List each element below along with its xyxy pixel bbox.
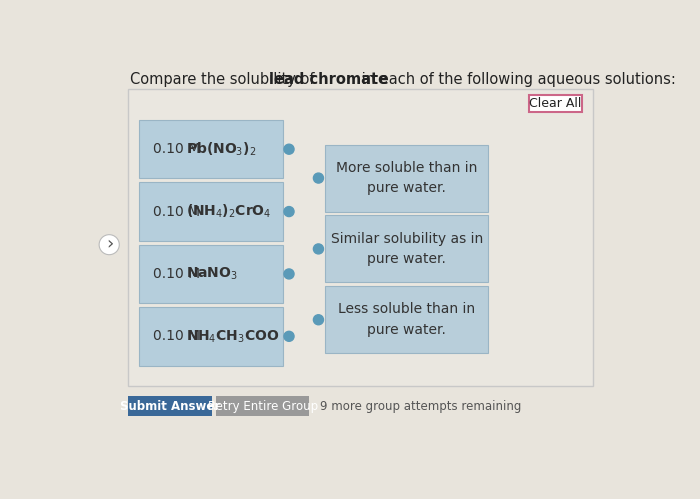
FancyBboxPatch shape <box>128 89 593 386</box>
Circle shape <box>314 173 323 183</box>
Text: Similar solubility as in
pure water.: Similar solubility as in pure water. <box>330 232 483 266</box>
Circle shape <box>314 315 323 325</box>
FancyBboxPatch shape <box>139 182 283 241</box>
Text: More soluble than in
pure water.: More soluble than in pure water. <box>336 161 477 196</box>
Text: Less soluble than in
pure water.: Less soluble than in pure water. <box>338 302 475 337</box>
Circle shape <box>314 244 323 254</box>
FancyBboxPatch shape <box>139 307 283 366</box>
FancyBboxPatch shape <box>529 95 582 112</box>
FancyBboxPatch shape <box>128 396 211 416</box>
Text: Compare the solubility of: Compare the solubility of <box>130 72 319 87</box>
Text: 0.10 M: 0.10 M <box>153 329 205 343</box>
Text: lead chromate: lead chromate <box>269 72 388 87</box>
Text: Clear All: Clear All <box>529 97 582 110</box>
FancyBboxPatch shape <box>326 286 488 353</box>
FancyBboxPatch shape <box>326 216 488 282</box>
Text: 0.10 M: 0.10 M <box>153 142 205 156</box>
FancyBboxPatch shape <box>139 245 283 303</box>
FancyBboxPatch shape <box>216 396 309 416</box>
Circle shape <box>284 144 294 154</box>
Circle shape <box>284 269 294 279</box>
Text: (NH$_4$)$_2$CrO$_4$: (NH$_4$)$_2$CrO$_4$ <box>186 203 272 220</box>
Circle shape <box>284 207 294 217</box>
Text: ›: › <box>106 236 113 253</box>
Text: 9 more group attempts remaining: 9 more group attempts remaining <box>320 400 522 413</box>
Text: in each of the following aqueous solutions:: in each of the following aqueous solutio… <box>357 72 676 87</box>
Text: Pb(NO$_3$)$_2$: Pb(NO$_3$)$_2$ <box>186 141 256 158</box>
Text: 0.10 M: 0.10 M <box>153 267 205 281</box>
Circle shape <box>99 235 119 254</box>
Text: Submit Answer: Submit Answer <box>120 400 220 413</box>
FancyBboxPatch shape <box>139 120 283 179</box>
Text: NH$_4$CH$_3$COO: NH$_4$CH$_3$COO <box>186 328 279 344</box>
Text: Retry Entire Group: Retry Entire Group <box>208 400 318 413</box>
Text: 0.10 M: 0.10 M <box>153 205 205 219</box>
FancyBboxPatch shape <box>326 145 488 212</box>
Circle shape <box>284 331 294 341</box>
Text: NaNO$_3$: NaNO$_3$ <box>186 266 238 282</box>
